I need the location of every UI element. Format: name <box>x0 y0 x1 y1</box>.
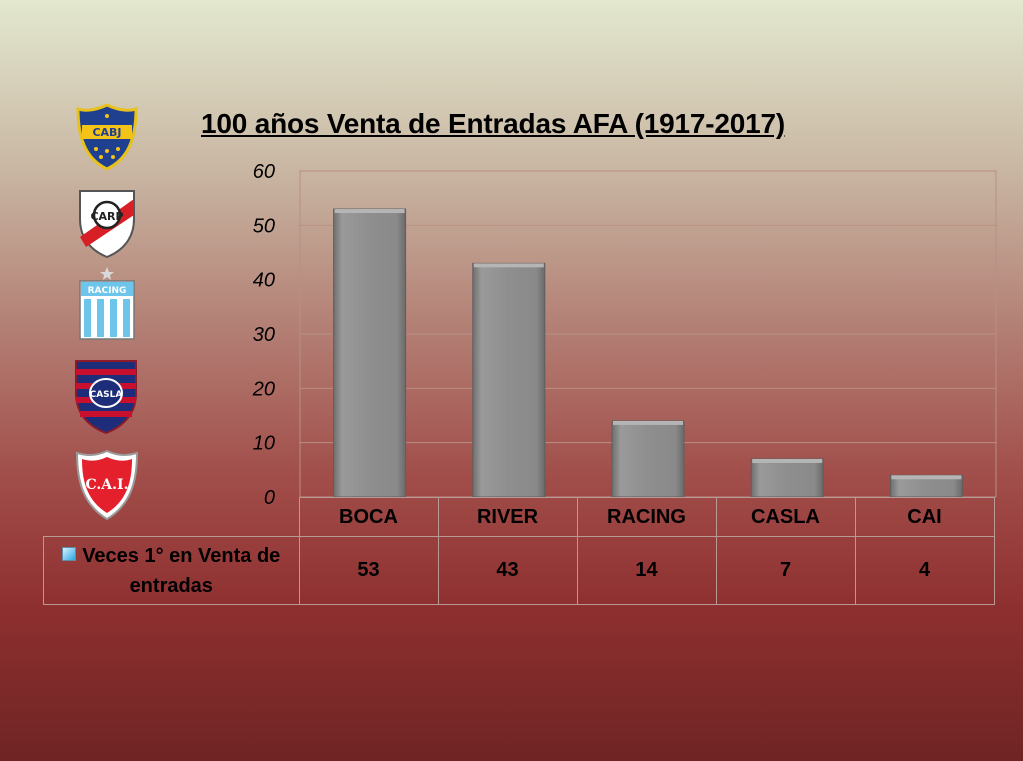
svg-text:CASLA: CASLA <box>90 390 123 400</box>
bar <box>611 420 685 498</box>
boca-logo: CABJ <box>76 103 138 171</box>
svg-text:CABJ: CABJ <box>92 126 121 139</box>
chart-title: 100 años Venta de Entradas AFA (1917-201… <box>201 108 786 139</box>
casla-logo: CASLA <box>75 360 137 435</box>
y-tick-label: 10 <box>253 433 275 455</box>
svg-text:C.A.I.: C.A.I. <box>86 477 129 493</box>
legend-key-icon <box>62 546 77 561</box>
data-table: BOCA RIVER RACING CASLA CAI Veces 1° en … <box>43 497 995 605</box>
category-label: BOCA <box>298 497 439 537</box>
data-label: 4 <box>854 536 995 605</box>
gridlines <box>299 170 997 498</box>
svg-text:CARP: CARP <box>90 210 123 223</box>
bar <box>333 208 407 498</box>
bar <box>750 458 824 498</box>
y-tick-label: 50 <box>253 215 275 237</box>
river-logo: CARP <box>79 190 135 259</box>
y-tick-label: 40 <box>253 270 275 292</box>
bar-top-highlight <box>473 263 544 268</box>
category-label: RIVER <box>437 497 578 537</box>
data-label: 7 <box>715 536 856 605</box>
svg-text:RACING: RACING <box>88 286 127 296</box>
bar <box>472 262 546 498</box>
table-corner <box>43 497 300 537</box>
series-label: Veces 1° en Venta de entradas <box>82 544 281 597</box>
category-label: CASLA <box>715 497 856 537</box>
y-tick-label: 30 <box>253 324 275 346</box>
racing-logo: RACING <box>79 267 135 340</box>
y-tick-label: 60 <box>253 161 275 183</box>
y-tick-label: 20 <box>252 378 275 400</box>
bar-top-highlight <box>334 209 405 214</box>
bars <box>333 208 963 498</box>
bar-top-highlight <box>613 420 683 425</box>
legend-entry: Veces 1° en Venta de entradas <box>43 536 300 605</box>
bar-top-highlight <box>891 475 962 480</box>
data-label: 14 <box>576 536 717 605</box>
data-label: 53 <box>298 536 439 605</box>
data-label: 43 <box>437 536 578 605</box>
category-label: CAI <box>854 497 995 537</box>
bar-top-highlight <box>752 458 823 463</box>
category-label: RACING <box>576 497 717 537</box>
